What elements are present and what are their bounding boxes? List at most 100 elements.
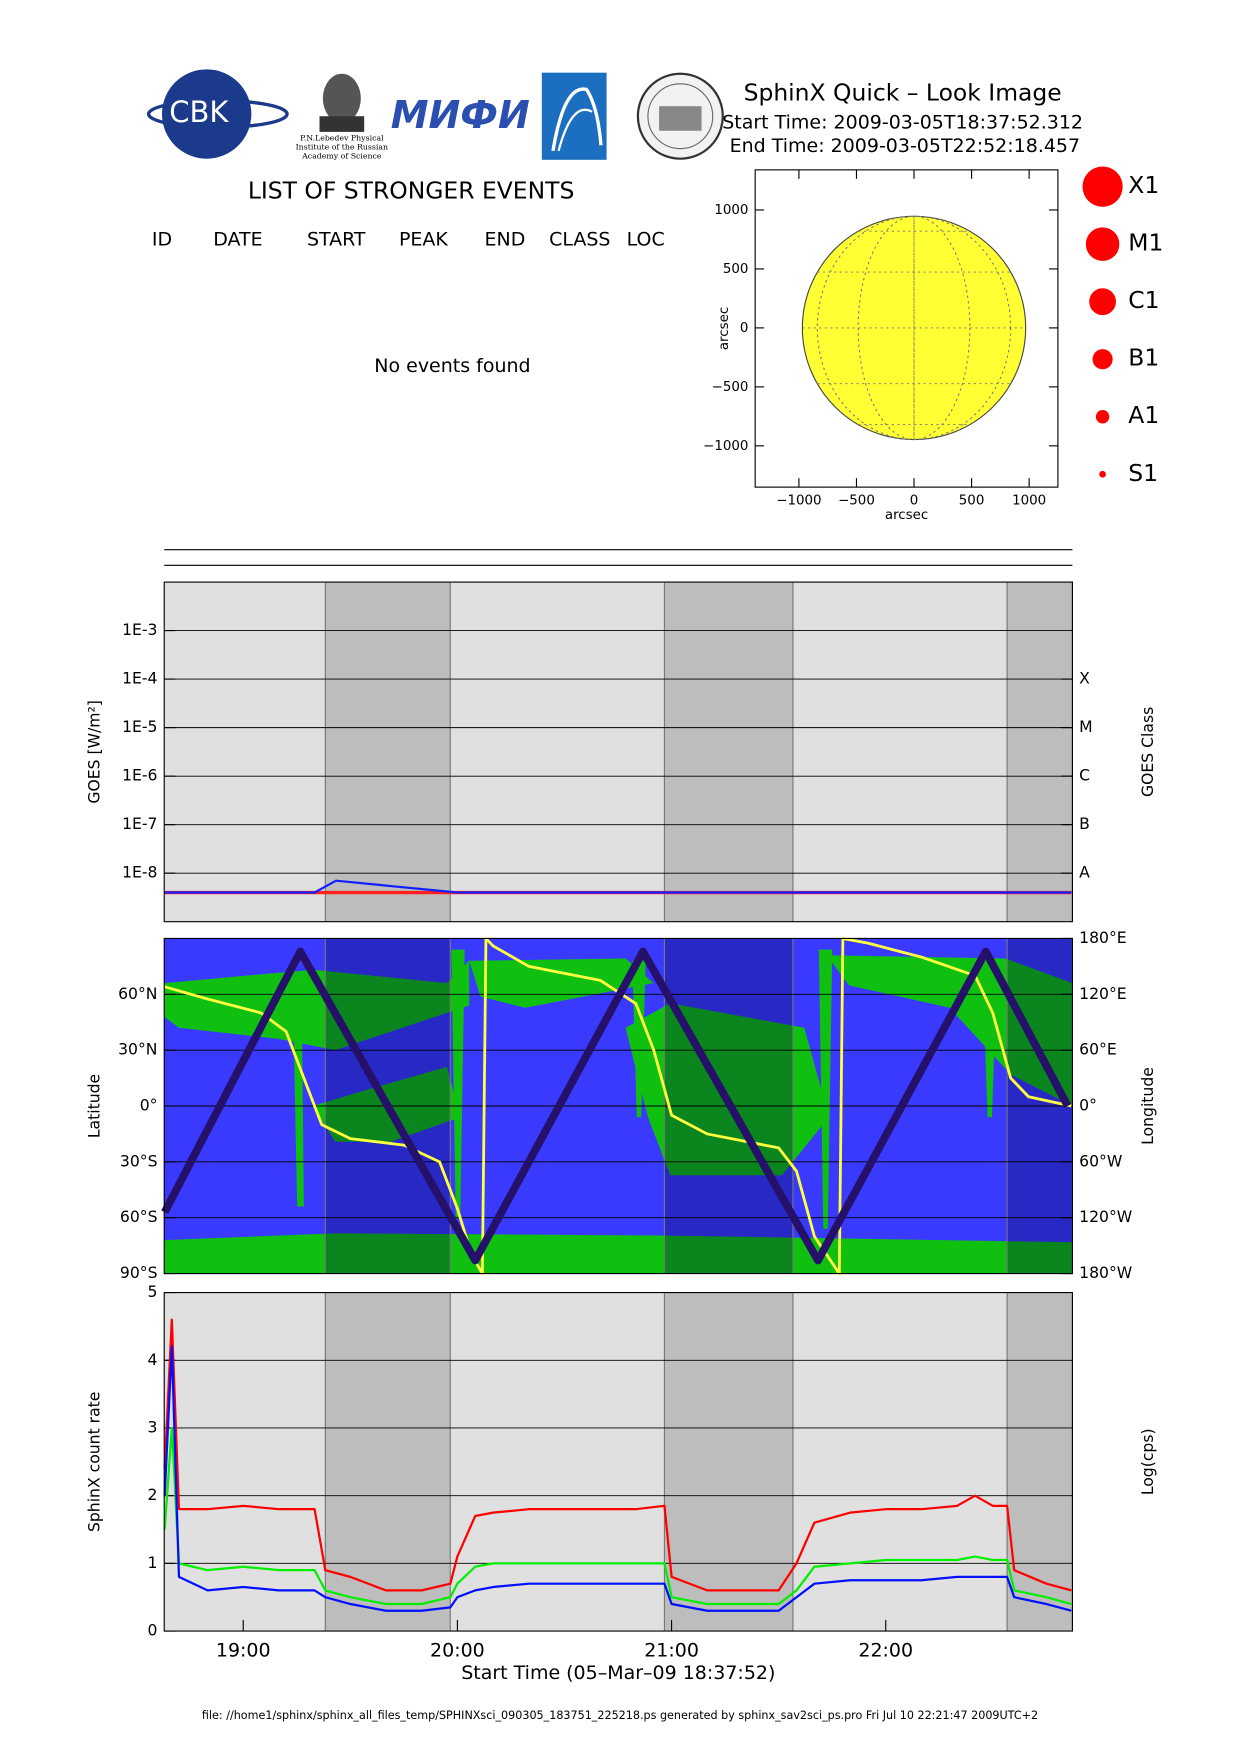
y-tick-label: 1E-3 <box>122 620 157 639</box>
night-band <box>325 582 451 922</box>
end-time: End Time: 2009-03-05T22:52:18.457 <box>730 135 1080 157</box>
logo-caption: Academy of Science <box>301 151 382 160</box>
y2-tick-label: C <box>1079 766 1090 785</box>
y-axis-label: GOES [W/m²] <box>84 700 103 804</box>
y-tick-label: 1000 <box>714 203 748 218</box>
column-header: START <box>307 229 366 251</box>
legend-marker <box>1099 470 1106 478</box>
plot-frame <box>754 169 1059 488</box>
y-tick-label: 90°S <box>120 1263 158 1282</box>
column-header: END <box>485 229 526 251</box>
y-tick-label: 2 <box>148 1485 158 1504</box>
x-tick-label: 0 <box>910 494 919 509</box>
meridian <box>816 215 1012 441</box>
y2-tick-label: B <box>1079 814 1090 833</box>
night-band <box>325 1292 451 1632</box>
y2-axis-label: GOES Class <box>1138 707 1157 797</box>
y-tick-label: 1E-4 <box>122 669 157 688</box>
legend-marker <box>1095 410 1110 424</box>
night-band <box>1007 1292 1073 1632</box>
mephi-text: МИФИ <box>391 93 530 137</box>
y-axis-label: Latitude <box>84 1074 103 1138</box>
column-header: LOC <box>627 229 665 251</box>
x-axis-label: Start Time (05–Mar–09 18:37:52) <box>461 1662 775 1684</box>
plot-frame <box>163 937 1073 1275</box>
y-tick-label: 0 <box>740 321 749 336</box>
legend-label: B1 <box>1128 344 1159 372</box>
legend-label: M1 <box>1128 229 1163 257</box>
y2-axis-label: Log(cps) <box>1138 1428 1157 1495</box>
logo-caption: P.N.Lebedev Physical <box>300 134 384 143</box>
x-tick-label: −500 <box>838 494 875 509</box>
legend-marker <box>1089 288 1116 316</box>
y2-tick-label: 180°W <box>1079 1263 1132 1282</box>
legend-marker <box>1085 227 1120 261</box>
series-line <box>163 1318 1072 1592</box>
x-tick-label: 21:00 <box>644 1640 699 1662</box>
series-line <box>163 1345 1072 1612</box>
mephi-logo: МИФИ <box>391 93 530 137</box>
y-tick-label: 30°N <box>118 1040 157 1059</box>
cbk-text: CBK <box>169 95 229 129</box>
day-background <box>164 1292 1073 1632</box>
page-title: SphinX Quick – Look Image <box>744 78 1062 106</box>
cbk-logo: CBK <box>146 69 289 159</box>
y-tick-label: 60°S <box>120 1207 158 1226</box>
y2-tick-label: 180°E <box>1079 928 1127 947</box>
x-tick-label: 22:00 <box>858 1640 913 1662</box>
y2-tick-label: 60°W <box>1079 1151 1122 1170</box>
y-tick-label: 4 <box>148 1350 158 1369</box>
plot-frame <box>163 1292 1073 1632</box>
event-columns: ID DATE START PEAK END CLASS LOC <box>152 229 665 251</box>
y-axis-label: SphinX count rate <box>84 1392 103 1532</box>
column-header: ID <box>152 229 172 251</box>
y-tick-label: 1E-7 <box>122 814 157 833</box>
y-tick-label: 1E-5 <box>122 717 157 736</box>
legend-label: C1 <box>1128 286 1159 314</box>
start-time: Start Time: 2009-03-05T18:37:52.312 <box>722 111 1083 133</box>
column-header: PEAK <box>399 229 448 251</box>
y-tick-label: 1E-8 <box>122 863 157 882</box>
night-band <box>664 582 793 922</box>
plot-frame <box>163 581 1073 923</box>
y-tick-label: 3 <box>148 1417 158 1436</box>
y2-tick-label: A <box>1079 863 1090 882</box>
university-seal <box>636 72 724 160</box>
y2-tick-label: 60°E <box>1079 1040 1117 1059</box>
y2-tick-label: X <box>1079 669 1090 688</box>
x-tick-label: −1000 <box>776 494 821 509</box>
x-tick-label: 19:00 <box>216 1640 271 1662</box>
column-header: CLASS <box>549 229 610 251</box>
x-axis-label: arcsec <box>885 508 928 523</box>
column-header: DATE <box>213 229 262 251</box>
y2-tick-label: 120°E <box>1079 984 1127 1003</box>
y-tick-label: 5 <box>148 1282 158 1301</box>
legend-marker <box>1092 349 1113 370</box>
y-tick-label: 500 <box>723 262 749 277</box>
y-tick-label: 1E-6 <box>122 766 157 785</box>
series-line <box>164 879 1072 894</box>
y-tick-label: 1 <box>148 1553 158 1572</box>
x-tick-label: 500 <box>959 494 985 509</box>
day-background <box>164 582 1073 922</box>
series-line <box>163 1426 1072 1606</box>
lebedev-logo: P.N.Lebedev Physical Institute of the Ru… <box>296 73 388 160</box>
y-axis-label: arcsec <box>717 307 732 350</box>
y-tick-label: 60°N <box>118 984 157 1003</box>
iki-logo <box>541 72 607 160</box>
legend-label: A1 <box>1128 401 1159 429</box>
y-tick-label: 30°S <box>120 1151 158 1170</box>
footer: file: //home1/sphinx/sphinx_all_files_te… <box>202 1709 1038 1722</box>
night-band <box>1007 582 1073 922</box>
series-line <box>161 947 1072 1265</box>
y2-tick-label: 0° <box>1079 1096 1097 1115</box>
y-tick-label: −500 <box>712 380 749 395</box>
x-tick-label: 1000 <box>1012 494 1046 509</box>
y2-axis-label: Longitude <box>1138 1067 1157 1145</box>
legend-marker <box>1082 166 1123 207</box>
y-tick-label: 0 <box>148 1621 158 1640</box>
y-tick-label: 0° <box>140 1096 158 1115</box>
y2-tick-label: 120°W <box>1079 1207 1132 1226</box>
x-tick-label: 20:00 <box>430 1640 485 1662</box>
